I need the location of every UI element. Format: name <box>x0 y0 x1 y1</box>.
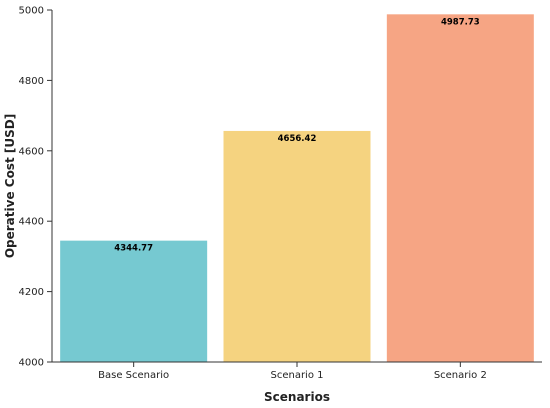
data-label-base-scenario: 4344.77 <box>114 244 153 254</box>
y-axis-title: Operative Cost [USD] <box>3 114 17 258</box>
y-tick-label-5000: 5000 <box>19 6 44 17</box>
x-ticks: Base Scenario Scenario 1 Scenario 2 <box>98 362 487 381</box>
bar-scenario-2 <box>386 14 534 363</box>
bar-base-scenario <box>60 240 208 362</box>
y-tick-label-4200: 4200 <box>19 287 44 298</box>
y-tick-label-4600: 4600 <box>19 146 44 157</box>
bar-scenario-1 <box>223 130 371 362</box>
bars-layer <box>60 14 534 363</box>
data-labels-layer: 4344.77 4656.42 4987.73 <box>114 17 479 253</box>
y-tick-label-4400: 4400 <box>19 217 44 228</box>
x-axis: Base Scenario Scenario 1 Scenario 2 <box>52 361 542 381</box>
data-label-scenario-2: 4987.73 <box>441 17 480 27</box>
y-tick-label-4800: 4800 <box>19 76 44 87</box>
x-tick-label-base-scenario: Base Scenario <box>98 370 169 381</box>
y-axis: 4000 4200 4400 4600 4800 5000 <box>19 6 53 369</box>
x-tick-label-scenario-2: Scenario 2 <box>434 370 487 381</box>
x-tick-label-scenario-1: Scenario 1 <box>270 370 323 381</box>
y-ticks: 4000 4200 4400 4600 4800 5000 <box>19 6 52 369</box>
y-tick-label-4000: 4000 <box>19 358 44 369</box>
x-axis-title: Scenarios <box>264 390 330 404</box>
data-label-scenario-1: 4656.42 <box>278 134 317 144</box>
